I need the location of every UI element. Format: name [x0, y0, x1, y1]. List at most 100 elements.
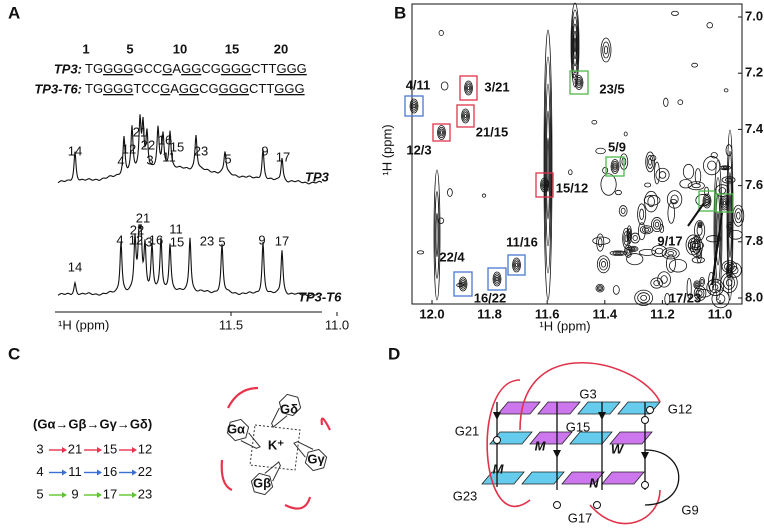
contour: [568, 169, 573, 176]
sequence-segment: GG: [179, 81, 199, 96]
sequence-segment: GGG: [276, 61, 306, 76]
contour: [722, 199, 727, 207]
x-tick-label: 11.6: [535, 306, 560, 321]
loop: [644, 449, 680, 506]
peak-label: 21: [133, 124, 147, 139]
contour: [732, 204, 745, 227]
sequence-segment: GGG: [103, 81, 133, 96]
sequence: TGGGGTCCGAGGCGGGGCTTGGG: [85, 81, 305, 96]
guanine-plate: [609, 431, 653, 445]
cross-peak-box: [605, 156, 625, 177]
contour: [541, 179, 548, 191]
contour: [622, 227, 631, 249]
contour: [546, 137, 550, 193]
contour: [702, 193, 712, 209]
contour: [545, 83, 551, 247]
contour: [715, 294, 726, 304]
contour: [695, 287, 705, 299]
contour: [704, 197, 710, 205]
base-ring: [304, 448, 328, 472]
peak-label: 9: [258, 232, 265, 247]
rotation-arrow: [227, 386, 259, 409]
quartet-label: Gδ: [280, 401, 298, 416]
sequence-name: TP3-T6:: [34, 81, 82, 96]
order-item: 3: [36, 441, 43, 456]
order-item: 17: [103, 486, 117, 501]
sequence-segment: G: [160, 81, 170, 96]
contour: [657, 271, 671, 288]
contour: [664, 249, 677, 258]
order-arrow-head: [97, 469, 102, 476]
contour: [544, 56, 552, 274]
contour: [726, 222, 733, 231]
contour: [711, 289, 730, 309]
cross-peak-label: 3/21: [484, 79, 509, 94]
contour: [664, 292, 671, 306]
contour: [624, 244, 633, 258]
node: [641, 481, 649, 489]
order-item: 9: [71, 486, 78, 501]
sequence-segment: TG: [85, 61, 103, 76]
node: [553, 501, 561, 509]
contour: [464, 80, 473, 96]
contour: [723, 200, 726, 206]
contour: [598, 237, 603, 248]
quartet-label: Gγ: [307, 451, 325, 466]
sequence: TGGGGGCCGAGGCGGGGCTTGGG: [85, 61, 307, 76]
x-tick-label: 12.0: [419, 306, 444, 321]
contour: [611, 160, 619, 173]
y-tick-label: 7.0: [745, 8, 763, 23]
guanine-plate: [521, 471, 565, 485]
contour: [640, 294, 648, 301]
panel-label: D: [388, 344, 400, 363]
contour: [709, 281, 722, 294]
contour: [458, 276, 468, 292]
contour: [591, 119, 598, 125]
contour: [706, 235, 722, 243]
contour: [440, 130, 443, 135]
panel-label: B: [394, 3, 406, 22]
contour: [614, 189, 622, 196]
contour: [434, 191, 440, 279]
contour: [592, 236, 611, 245]
cross-peak-box: [507, 254, 526, 276]
peak-label: 12: [122, 141, 136, 156]
contour: [600, 173, 617, 196]
contour: [595, 283, 605, 293]
order-arrow-head: [97, 447, 102, 453]
peak-label: 11: [162, 149, 176, 164]
contour: [696, 225, 703, 236]
contour: [437, 217, 445, 224]
contour: [571, 73, 576, 78]
contour: [571, 16, 579, 74]
cross-peak-label: 4/11: [406, 77, 431, 92]
contour: [655, 167, 670, 183]
peak-label: 16: [149, 232, 163, 247]
peak-label: 23: [200, 233, 214, 248]
guanine-plate: [601, 471, 645, 485]
contour: [627, 228, 632, 242]
cross-peak-box: [432, 123, 451, 142]
contour: [695, 282, 699, 287]
contour: [466, 84, 471, 92]
order-arrow-head: [62, 447, 67, 453]
sequence-segment: A: [172, 61, 181, 76]
contour: [724, 177, 733, 182]
peak-label: 15: [170, 234, 184, 249]
node: [493, 436, 501, 444]
contour: [734, 208, 743, 224]
contour: [542, 181, 547, 189]
contour: [467, 85, 470, 91]
contour: [697, 221, 703, 229]
node: [641, 416, 649, 424]
sequence-segment: GCC: [133, 61, 162, 76]
contour: [638, 248, 656, 256]
residue-label: G9: [681, 502, 698, 517]
contour: [706, 278, 724, 296]
pointer: [711, 212, 723, 286]
contour: [644, 190, 659, 213]
contour: [461, 108, 470, 124]
cross-peak-box: [487, 267, 507, 291]
contour: [438, 126, 445, 139]
